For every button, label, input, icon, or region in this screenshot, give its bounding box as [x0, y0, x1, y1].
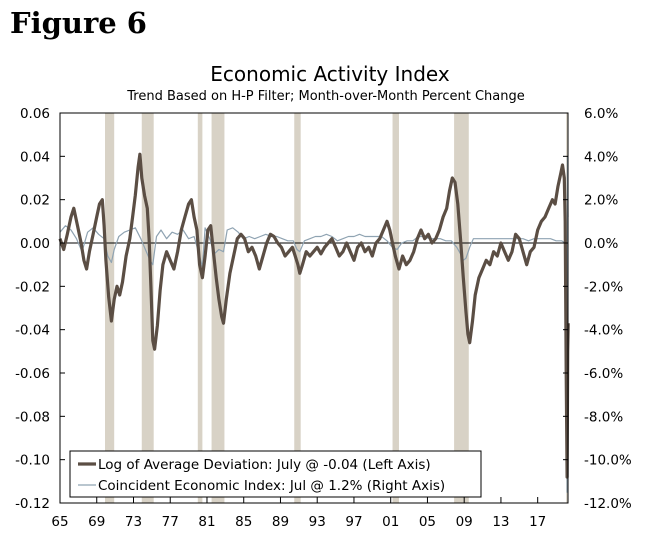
right-tick-label: 0.0% — [584, 236, 618, 252]
chart-subtitle: Trend Based on H-P Filter; Month-over-Mo… — [126, 89, 524, 104]
right-tick-label: -6.0% — [584, 366, 623, 382]
x-tick-label: 09 — [456, 514, 473, 530]
series-line-log-average-deviation — [58, 152, 570, 479]
left-tick-label: -0.02 — [15, 279, 50, 295]
left-tick-label: 0.06 — [20, 106, 50, 122]
left-tick-label: 0.02 — [20, 193, 50, 209]
figure-label: Figure 6 — [10, 6, 147, 40]
recession-bars — [105, 113, 569, 503]
left-tick-label: -0.12 — [15, 496, 50, 512]
recession-bar — [211, 113, 225, 503]
x-tick-label: 65 — [51, 514, 68, 530]
x-tick-label: 89 — [272, 514, 289, 530]
x-tick-label: 85 — [235, 514, 252, 530]
left-tick-label: -0.04 — [15, 323, 50, 339]
plot-frame — [59, 112, 569, 504]
recession-bar — [141, 113, 154, 503]
right-tick-label: -8.0% — [584, 409, 623, 425]
x-tick-label: 81 — [198, 514, 215, 530]
right-tick-label: 4.0% — [584, 149, 618, 165]
x-tick-label: 13 — [492, 514, 509, 530]
legend: Log of Average Deviation: July @ -0.04 (… — [69, 450, 482, 498]
x-tick-label: 77 — [162, 514, 179, 530]
right-tick-label: -10.0% — [584, 453, 632, 469]
left-tick-label: -0.06 — [15, 366, 50, 382]
recession-bar — [197, 113, 203, 503]
left-tick-label: -0.08 — [15, 409, 50, 425]
legend-label: Log of Average Deviation: July @ -0.04 (… — [98, 457, 431, 473]
left-tick-label: 0.00 — [20, 236, 50, 252]
legend-label: Coincident Economic Index: Jul @ 1.2% (R… — [98, 478, 445, 494]
x-axis: 65 69 73 77 81 85 89 93 97 01 05 09 13 17 — [51, 497, 546, 530]
chart-title: Economic Activity Index — [210, 62, 450, 86]
right-tick-label: -12.0% — [584, 496, 632, 512]
x-tick-label: 73 — [125, 514, 142, 530]
x-tick-label: 05 — [419, 514, 436, 530]
x-tick-label: 97 — [345, 514, 362, 530]
right-axis: 6.0% 4.0% 2.0% 0.0% -2.0% -4.0% -6.0% -8.0% -10.… — [563, 106, 632, 512]
series-line-coincident-index — [59, 155, 569, 493]
legend-box — [69, 450, 482, 498]
recession-bar — [294, 113, 301, 503]
x-tick-label: 69 — [88, 514, 105, 530]
right-tick-label: 2.0% — [584, 193, 618, 209]
series-group — [58, 152, 570, 493]
x-tick-label: 17 — [529, 514, 546, 530]
right-tick-label: -2.0% — [584, 279, 623, 295]
x-tick-label: 93 — [309, 514, 326, 530]
left-tick-label: 0.04 — [20, 149, 50, 165]
left-tick-label: -0.10 — [15, 453, 50, 469]
right-tick-label: -4.0% — [584, 323, 623, 339]
right-tick-label: 6.0% — [584, 106, 618, 122]
left-axis: 0.06 0.04 0.02 0.00 -0.02 -0.04 -0.06 -0.08 -0.1… — [15, 106, 65, 512]
x-tick-label: 01 — [382, 514, 399, 530]
recession-bar — [392, 113, 399, 503]
